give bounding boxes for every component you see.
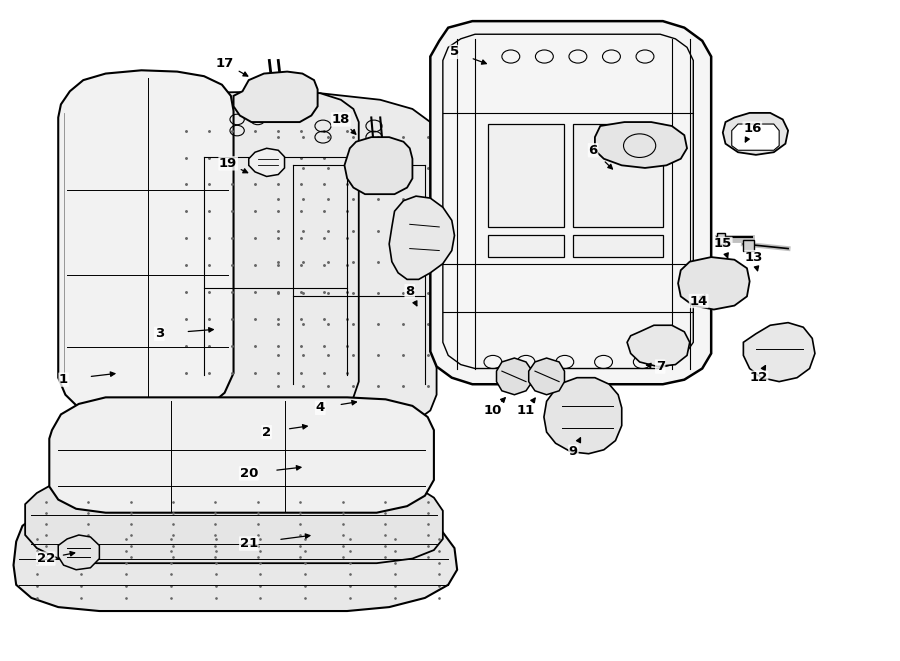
Polygon shape [544, 377, 622, 453]
Text: 2: 2 [262, 426, 271, 439]
Polygon shape [497, 358, 532, 395]
Polygon shape [743, 240, 754, 251]
Text: 22: 22 [37, 552, 55, 565]
Polygon shape [595, 122, 687, 168]
Polygon shape [723, 113, 788, 155]
Text: 19: 19 [219, 157, 238, 170]
Polygon shape [528, 358, 564, 395]
Text: 17: 17 [215, 57, 234, 69]
Polygon shape [264, 93, 436, 430]
Text: 3: 3 [155, 327, 164, 340]
Text: 18: 18 [332, 113, 350, 126]
Polygon shape [716, 233, 725, 244]
Polygon shape [627, 325, 689, 367]
Text: 13: 13 [745, 251, 763, 264]
Text: 1: 1 [59, 373, 68, 386]
Text: 9: 9 [569, 446, 578, 458]
Polygon shape [58, 535, 99, 570]
Text: 10: 10 [483, 404, 502, 417]
Polygon shape [430, 21, 711, 384]
Text: 12: 12 [750, 371, 768, 384]
Text: 6: 6 [589, 143, 598, 157]
Polygon shape [58, 70, 233, 421]
Text: 15: 15 [714, 237, 732, 251]
Text: 11: 11 [517, 404, 535, 417]
Text: 5: 5 [450, 46, 459, 58]
Polygon shape [743, 323, 814, 381]
Polygon shape [573, 235, 663, 257]
Polygon shape [345, 137, 412, 194]
Polygon shape [488, 124, 564, 227]
Polygon shape [50, 397, 434, 513]
Text: 21: 21 [239, 537, 258, 550]
Polygon shape [14, 509, 457, 611]
Polygon shape [389, 196, 454, 280]
Polygon shape [678, 257, 750, 309]
Text: 8: 8 [405, 285, 414, 297]
Text: 4: 4 [316, 401, 325, 414]
Text: 7: 7 [655, 360, 665, 373]
Polygon shape [248, 148, 284, 176]
Text: 14: 14 [689, 295, 707, 307]
Text: 16: 16 [743, 122, 761, 135]
Text: 20: 20 [239, 467, 258, 480]
Polygon shape [488, 235, 564, 257]
Polygon shape [159, 91, 359, 421]
Polygon shape [573, 124, 663, 227]
Polygon shape [233, 71, 318, 122]
Polygon shape [25, 478, 443, 563]
Polygon shape [732, 124, 779, 150]
